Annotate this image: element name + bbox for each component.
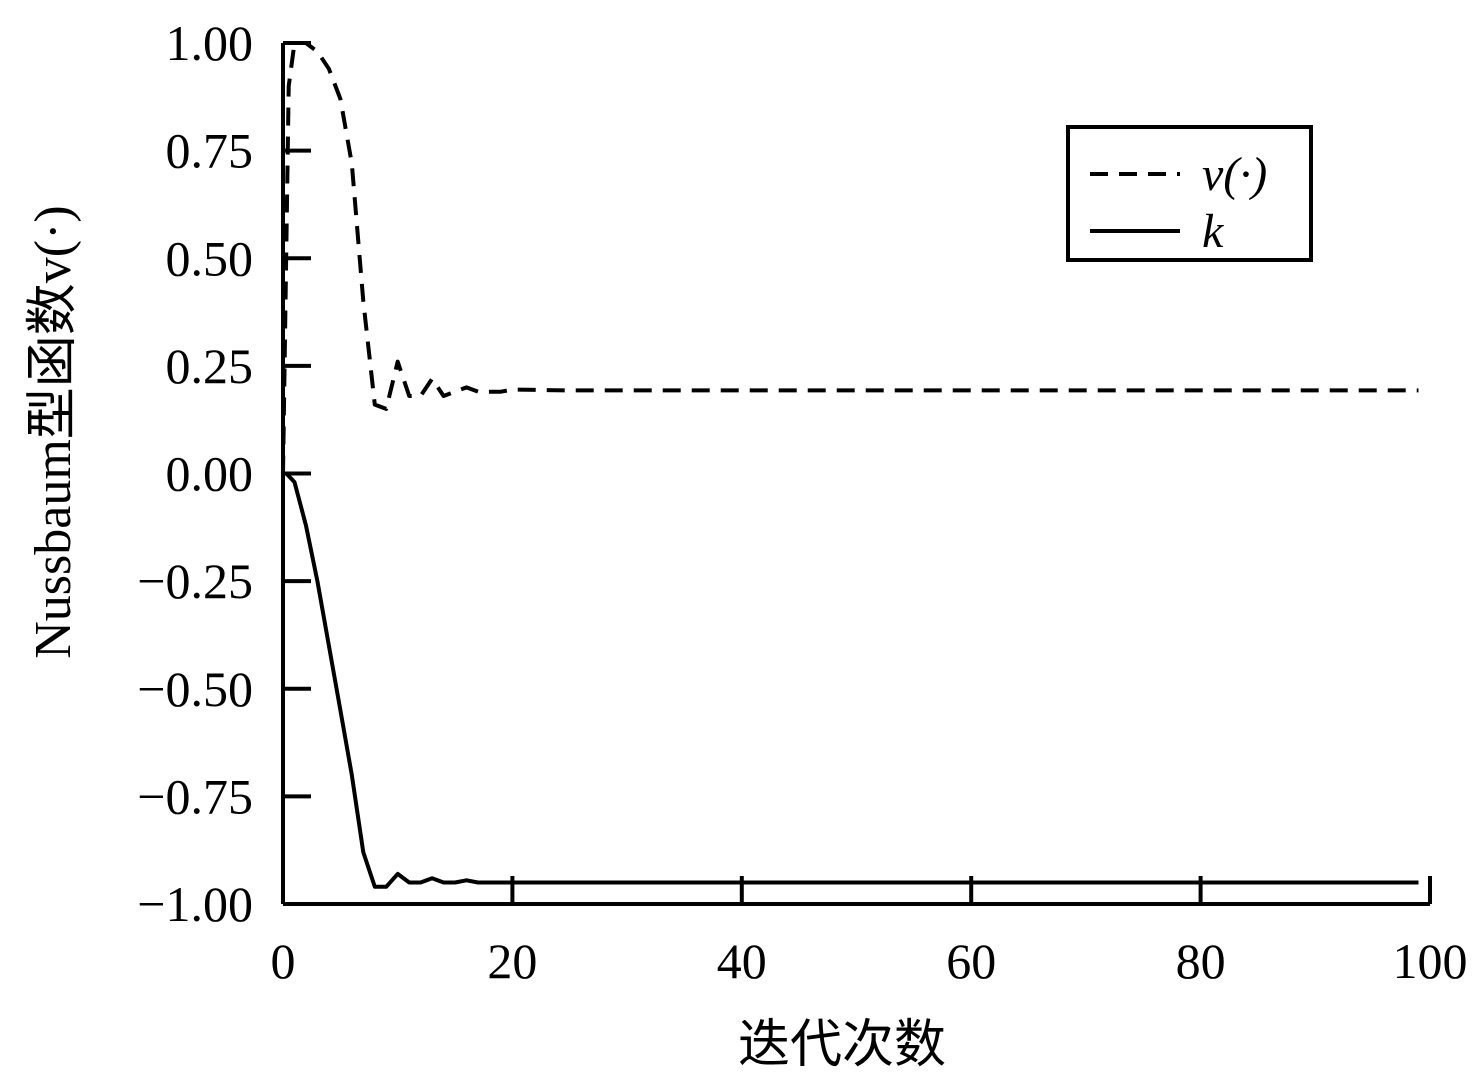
y-tick-label: 0.50	[166, 230, 254, 286]
legend: v(·)k	[1066, 125, 1313, 262]
x-tick-label: 60	[946, 933, 996, 989]
x-tick-label: 20	[487, 933, 537, 989]
y-tick-label: −0.50	[137, 661, 253, 717]
y-axis-title: Nussbaum型函数v(·)	[25, 205, 82, 659]
series-line-v	[281, 41, 1419, 474]
y-tick-label: −0.75	[137, 768, 253, 824]
x-tick-label: 0	[271, 933, 296, 989]
x-tick-label: 80	[1176, 933, 1226, 989]
x-tick-label: 40	[717, 933, 767, 989]
series-layer	[281, 41, 1419, 889]
y-tick-label: −0.25	[137, 553, 253, 609]
y-tick-label: −1.00	[137, 876, 253, 932]
legend-label: v(·)	[1202, 148, 1267, 201]
series-line-k	[283, 471, 1419, 889]
legend-box	[1066, 125, 1313, 262]
axes: 1.00 0.75 0.50 0.25 0.00 −0.25 −0.50 −0.75 −1.00…	[137, 15, 1467, 989]
y-tick-label: 0.00	[166, 446, 254, 502]
x-tick-label: 100	[1393, 933, 1468, 989]
y-tick-label: 0.75	[166, 123, 254, 179]
legend-label: k	[1202, 205, 1225, 258]
y-tick-label: 0.25	[166, 338, 254, 394]
x-axis-title: 迭代次数	[738, 1017, 946, 1074]
y-tick-label: 1.00	[166, 15, 254, 71]
